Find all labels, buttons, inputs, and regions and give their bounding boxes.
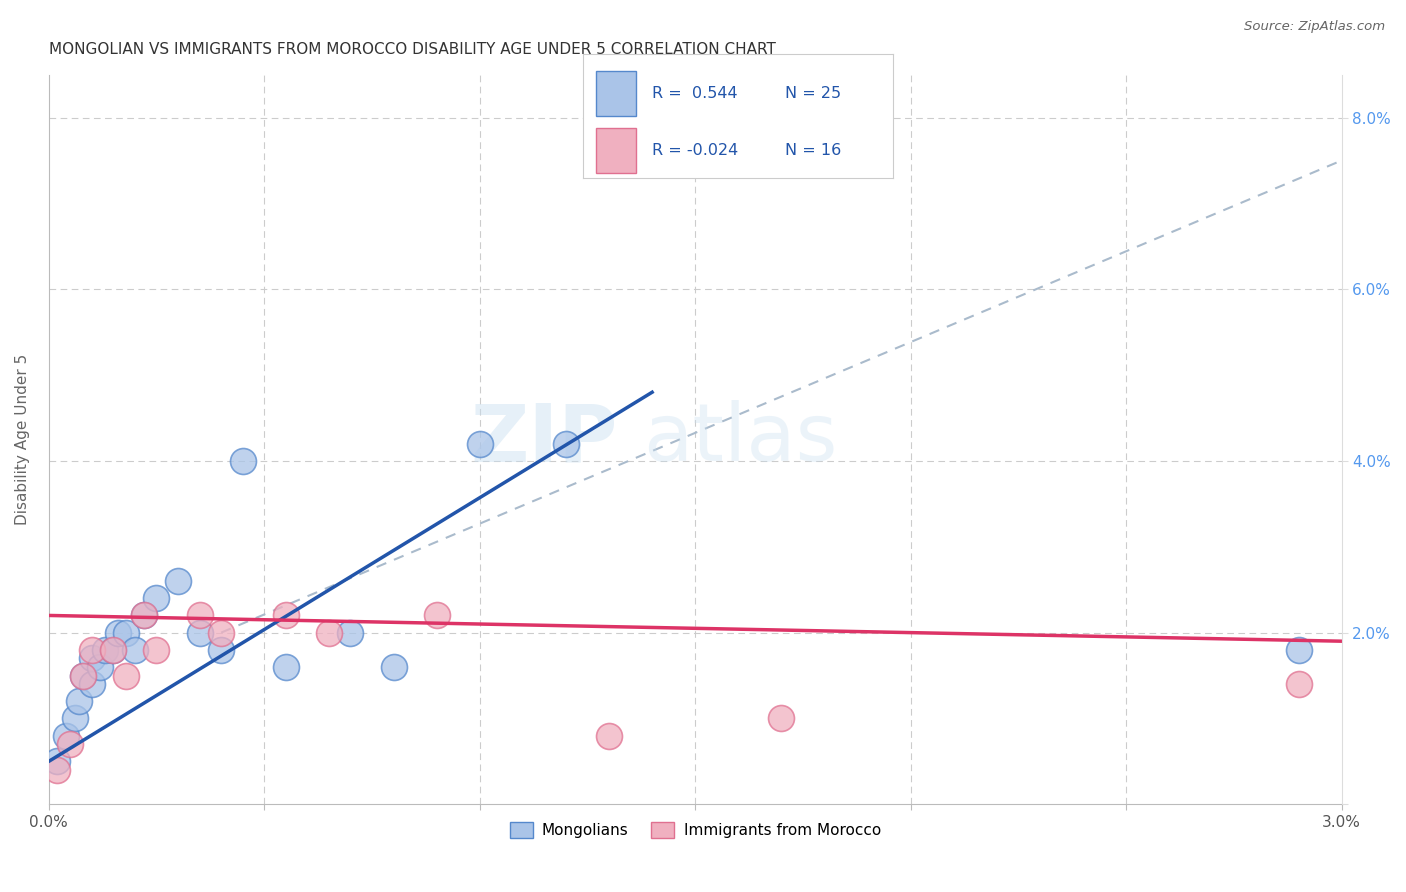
Point <box>80 677 103 691</box>
Text: R = -0.024: R = -0.024 <box>651 144 738 159</box>
Text: Source: ZipAtlas.com: Source: ZipAtlas.com <box>1244 20 1385 33</box>
Point <box>46 755 69 769</box>
Point <box>132 608 155 623</box>
Point <box>145 591 167 606</box>
Point <box>188 608 211 623</box>
Bar <box>596 71 636 116</box>
Point <box>209 625 232 640</box>
Point <box>94 642 117 657</box>
Text: N = 16: N = 16 <box>785 144 841 159</box>
Point <box>89 660 111 674</box>
Point <box>232 454 254 468</box>
Point <box>274 608 297 623</box>
Text: MONGOLIAN VS IMMIGRANTS FROM MOROCCO DISABILITY AGE UNDER 5 CORRELATION CHART: MONGOLIAN VS IMMIGRANTS FROM MOROCCO DIS… <box>49 42 776 57</box>
Point <box>318 625 340 640</box>
Text: N = 25: N = 25 <box>785 86 841 101</box>
Point <box>188 625 211 640</box>
Point <box>209 642 232 657</box>
Point <box>72 668 94 682</box>
Point <box>63 711 86 725</box>
Y-axis label: Disability Age Under 5: Disability Age Under 5 <box>15 354 30 525</box>
Text: atlas: atlas <box>644 401 838 478</box>
Point <box>72 668 94 682</box>
Point <box>468 436 491 450</box>
Point <box>339 625 361 640</box>
Point <box>598 729 620 743</box>
Point <box>426 608 449 623</box>
Point <box>1288 642 1310 657</box>
Legend: Mongolians, Immigrants from Morocco: Mongolians, Immigrants from Morocco <box>503 816 887 844</box>
Point <box>80 651 103 665</box>
Point <box>274 660 297 674</box>
Point <box>1288 677 1310 691</box>
Point <box>55 729 77 743</box>
Point <box>145 642 167 657</box>
Point <box>59 737 82 751</box>
Point <box>555 436 578 450</box>
Point <box>770 711 793 725</box>
Text: ZIP: ZIP <box>471 401 617 478</box>
Point <box>115 668 138 682</box>
Point <box>67 694 90 708</box>
Bar <box>596 128 636 173</box>
Point <box>103 642 125 657</box>
Point <box>167 574 190 588</box>
Point <box>46 763 69 777</box>
Point <box>107 625 129 640</box>
Text: R =  0.544: R = 0.544 <box>651 86 737 101</box>
Point <box>124 642 146 657</box>
Point <box>132 608 155 623</box>
Point <box>103 642 125 657</box>
Point <box>115 625 138 640</box>
Point <box>80 642 103 657</box>
Point <box>382 660 405 674</box>
